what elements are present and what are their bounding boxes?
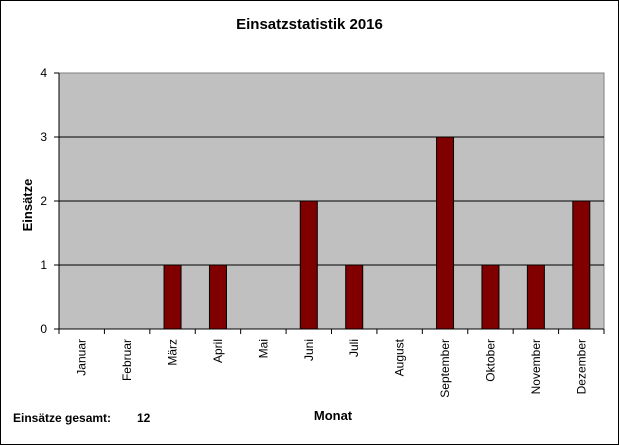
y-tick-label: 1 [40, 258, 47, 272]
y-tick-label: 0 [40, 322, 47, 336]
total-label: Einsätze gesamt: [13, 411, 112, 425]
total-value: 12 [137, 411, 151, 425]
bar-märz [163, 264, 182, 330]
bar-april [208, 264, 227, 330]
x-tick-label: Januar [75, 339, 89, 376]
x-axis-ticks: Januar Februar März April Mai Juni Juli August S… [58, 329, 605, 398]
x-tick-label: April [211, 339, 225, 363]
bar-dezember [572, 200, 591, 330]
x-tick-label: September [438, 339, 452, 398]
bar-juli [345, 264, 364, 330]
x-axis-label: Monat [314, 408, 353, 423]
bar-oktober [481, 264, 500, 330]
chart-title: Einsatzstatistik 2016 [236, 16, 383, 33]
x-tick-label: Oktober [483, 339, 497, 382]
y-tick-label: 2 [40, 194, 47, 208]
y-axis-label: Einsätze [20, 179, 35, 232]
x-tick-label: Dezember [574, 339, 588, 394]
x-tick-label: Juli [347, 339, 361, 357]
y-tick-label: 3 [40, 130, 47, 144]
bar-september [436, 136, 455, 330]
x-tick-label: Juni [302, 339, 316, 361]
x-tick-label: Mai [256, 339, 270, 358]
x-tick-label: August [393, 338, 407, 376]
x-tick-label: Februar [120, 339, 134, 381]
bar-november [526, 264, 545, 330]
x-tick-label: März [166, 339, 180, 366]
x-tick-label: November [529, 339, 543, 394]
bar-juni [299, 200, 318, 330]
gridlines [59, 136, 604, 266]
bars [163, 136, 591, 330]
y-tick-label: 4 [40, 66, 47, 80]
